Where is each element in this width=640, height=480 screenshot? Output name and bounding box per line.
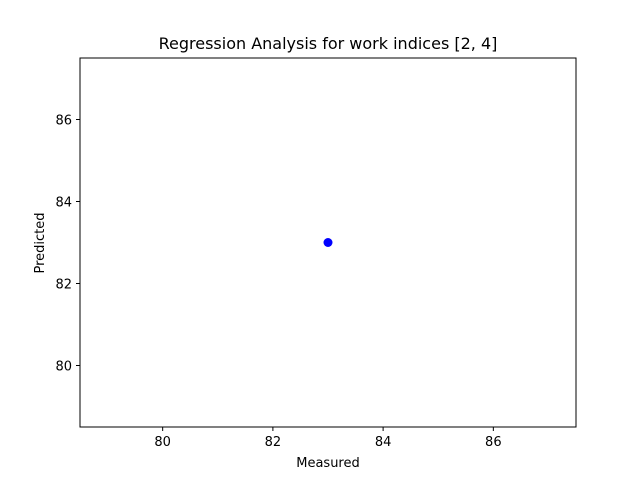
x-axis-label: Measured <box>296 456 360 471</box>
y-axis-label: Predicted <box>33 212 48 273</box>
plot-frame <box>79 57 577 428</box>
y-tick-label: 84 <box>55 196 72 211</box>
chart-title: Regression Analysis for work indices [2,… <box>159 34 498 53</box>
y-tick-label: 86 <box>55 114 72 129</box>
scatter-points <box>323 238 333 247</box>
x-tick-label: 84 <box>375 435 392 450</box>
x-axis-ticks: 80 82 84 86 <box>154 427 502 450</box>
x-tick-label: 86 <box>485 435 502 450</box>
x-tick-label: 80 <box>154 435 171 450</box>
x-tick-label: 82 <box>265 435 282 450</box>
scatter-point <box>323 238 333 247</box>
y-tick-label: 82 <box>55 278 72 293</box>
y-axis-ticks: 80 82 84 86 <box>55 114 80 375</box>
y-tick-label: 80 <box>55 360 72 375</box>
